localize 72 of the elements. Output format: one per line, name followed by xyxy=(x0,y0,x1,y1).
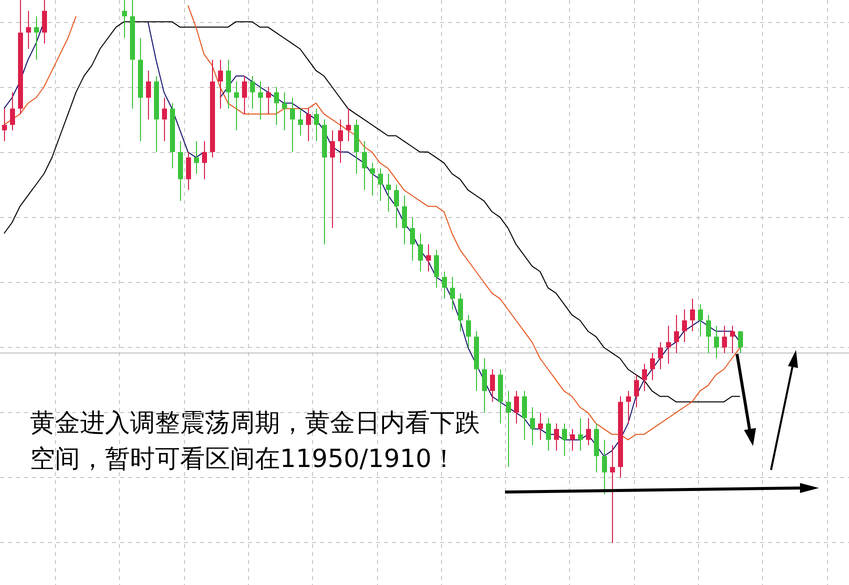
candlestick xyxy=(314,108,319,142)
candlestick xyxy=(602,439,607,495)
candlestick xyxy=(610,444,615,544)
candlestick xyxy=(266,86,271,115)
candlestick xyxy=(258,80,263,120)
candlestick xyxy=(458,292,463,332)
candlestick xyxy=(26,10,31,50)
candlestick xyxy=(218,59,223,110)
candlestick xyxy=(570,428,575,452)
candlestick xyxy=(226,59,231,110)
candlestick xyxy=(418,232,423,272)
candlestick xyxy=(306,108,311,142)
candlestick xyxy=(690,298,695,332)
candlestick xyxy=(698,304,703,338)
candlestick xyxy=(274,86,279,126)
candlestick xyxy=(538,412,543,440)
candlestick xyxy=(682,309,687,343)
candlestick xyxy=(338,118,343,164)
candlestick xyxy=(450,276,455,310)
candlestick xyxy=(642,363,647,392)
candlestick xyxy=(634,374,639,408)
candlestick xyxy=(434,249,439,288)
candlestick xyxy=(530,406,535,446)
candlestick xyxy=(714,325,719,359)
candlestick xyxy=(202,140,207,180)
candlestick xyxy=(330,130,335,229)
candlestick xyxy=(722,325,727,354)
candlestick xyxy=(554,423,559,452)
candlestick xyxy=(562,423,567,457)
candlestick xyxy=(194,140,199,174)
candlestick xyxy=(578,418,583,452)
candlestick xyxy=(290,97,295,153)
candlestick xyxy=(546,418,551,452)
candlestick xyxy=(42,0,47,44)
candlestick xyxy=(370,162,375,196)
candlestick xyxy=(122,0,127,39)
candlestick xyxy=(658,342,663,370)
candlestick xyxy=(146,70,151,120)
candlestick xyxy=(442,271,447,300)
candlestick xyxy=(282,92,287,131)
candlestick xyxy=(738,330,743,354)
candlestick xyxy=(506,390,511,468)
candlestick xyxy=(234,80,239,131)
candlestick xyxy=(730,325,735,354)
candlestick xyxy=(250,76,255,110)
candlestick xyxy=(242,76,247,115)
candlestick xyxy=(522,390,527,440)
candlestick xyxy=(186,152,191,191)
candlestick xyxy=(34,16,39,60)
candlestick xyxy=(650,352,655,381)
candlestick xyxy=(2,108,7,142)
candlestick xyxy=(706,314,711,354)
candlestick xyxy=(466,314,471,348)
candlestick xyxy=(586,418,591,446)
annotation: 黄金进入调整震荡周期，黄金日内看下跌空间，暂时可看区间在11950/1910！ xyxy=(30,407,481,475)
candlestick xyxy=(298,108,303,136)
candlestick xyxy=(394,184,399,229)
candlestick xyxy=(482,358,487,414)
candlestick xyxy=(362,140,367,191)
candlestick xyxy=(666,325,671,364)
candlestick xyxy=(162,97,167,142)
candlestick xyxy=(514,390,519,424)
candlestick xyxy=(490,368,495,402)
candlestick xyxy=(10,92,15,131)
candlestick xyxy=(674,314,679,354)
candlestick xyxy=(426,244,431,272)
candlestick xyxy=(402,194,407,245)
candlestick xyxy=(378,168,383,202)
candlestick xyxy=(346,108,351,142)
candlestick xyxy=(626,390,631,424)
candlestick xyxy=(410,216,415,262)
candlestick xyxy=(386,173,391,212)
